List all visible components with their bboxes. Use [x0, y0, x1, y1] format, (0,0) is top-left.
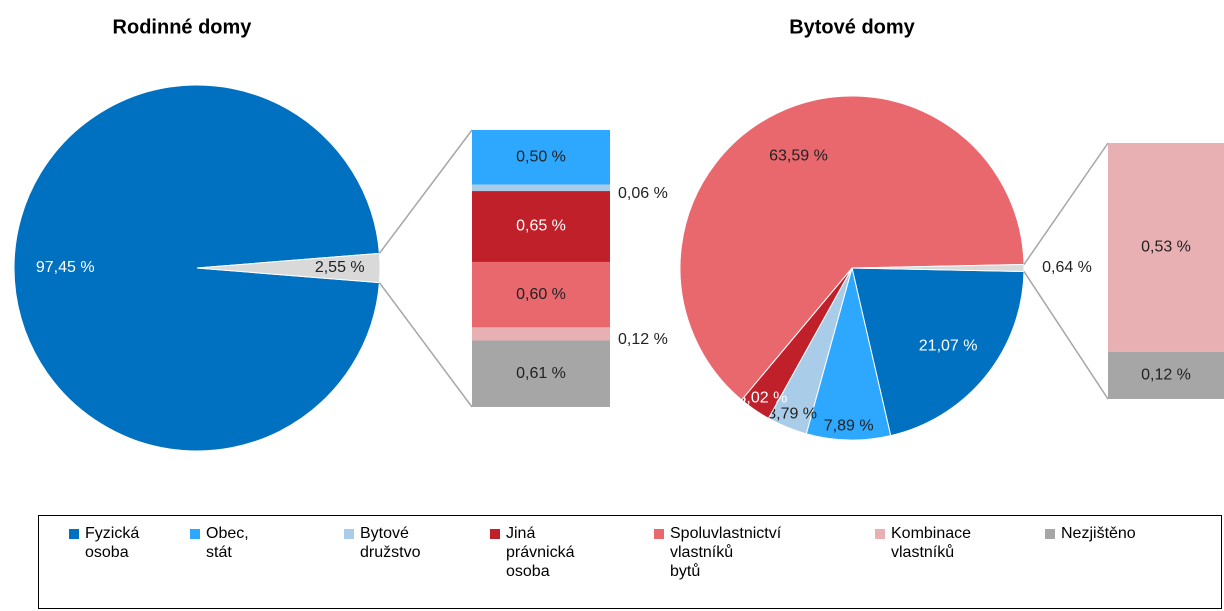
- legend-item: Obec, stát: [190, 524, 276, 562]
- chart-title: Rodinné domy: [113, 16, 253, 38]
- bar-segment: [472, 130, 610, 185]
- legend-item: Fyzická osoba: [69, 524, 155, 562]
- pie-slice: [13, 84, 380, 452]
- legend-label: Bytové družstvo: [360, 525, 421, 561]
- bar-label: 0,06 %: [618, 185, 668, 202]
- legend-swatch: [69, 529, 79, 539]
- legend-item: Nezjištěno: [1045, 524, 1136, 543]
- slice-label: 21,07 %: [919, 337, 978, 354]
- chart-title: Bytové domy: [789, 16, 915, 38]
- legend-label: Obec, stát: [206, 525, 249, 561]
- slice-label: 63,59 %: [769, 148, 828, 165]
- legend-swatch: [1045, 529, 1055, 539]
- legend-swatch: [490, 529, 500, 539]
- legend-swatch: [654, 529, 664, 539]
- legend-item: Spoluvlastnictví vlastníků bytů: [654, 524, 782, 581]
- legend-item: Jiná právnická osoba: [490, 524, 576, 581]
- pie-slice: [196, 252, 381, 284]
- bar-segment: [472, 261, 610, 328]
- bar-label: 0,12 %: [1141, 367, 1191, 384]
- bar-label: 0,12 %: [618, 331, 668, 348]
- bar-label: 0,53 %: [1141, 239, 1191, 256]
- connector: [378, 129, 473, 254]
- slice-label: 3,02 %: [737, 390, 787, 407]
- legend-label: Spoluvlastnictví vlastníků bytů: [670, 525, 782, 580]
- legend-swatch: [190, 529, 200, 539]
- bar-segment: [1108, 143, 1224, 352]
- legend-label: Nezjištěno: [1061, 525, 1136, 542]
- legend-item: Kombinace vlastníků: [875, 524, 972, 562]
- bar-segment: [472, 184, 610, 192]
- bar-segment: [472, 340, 610, 407]
- slice-label: 97,45 %: [36, 259, 95, 276]
- legend-label: Jiná právnická osoba: [506, 525, 575, 580]
- slice-label: 7,89 %: [824, 417, 874, 434]
- bar-label: 0,65 %: [516, 218, 566, 235]
- slice-label: 0,64 %: [1042, 259, 1092, 276]
- connector: [1023, 142, 1109, 265]
- legend-label: Kombinace vlastníků: [891, 525, 972, 561]
- legend: Fyzická osoba Obec, stát Bytové družstvo Ji…: [38, 515, 1222, 609]
- connector: [378, 282, 473, 408]
- bar-label: 0,61 %: [516, 365, 566, 382]
- legend-swatch: [344, 529, 354, 539]
- slice-label: 3,79 %: [767, 406, 817, 423]
- legend-item: Bytové družstvo: [344, 524, 430, 562]
- bar-segment: [1108, 351, 1224, 399]
- slice-label: 2,55 %: [315, 259, 365, 276]
- legend-label: Fyzická osoba: [85, 525, 140, 561]
- chart: Rodinné domy 97,45 % 2,55 % 0,50 % 0,06 % 0,6…: [13, 16, 1224, 452]
- pie-slice: [851, 267, 1025, 437]
- bar-label: 0,50 %: [516, 148, 566, 165]
- connector: [1023, 271, 1109, 400]
- bar-segment: [472, 191, 610, 262]
- bar-label: 0,60 %: [516, 286, 566, 303]
- legend-swatch: [875, 529, 885, 539]
- pie-slice: [679, 95, 1025, 401]
- bar-segment: [472, 327, 610, 341]
